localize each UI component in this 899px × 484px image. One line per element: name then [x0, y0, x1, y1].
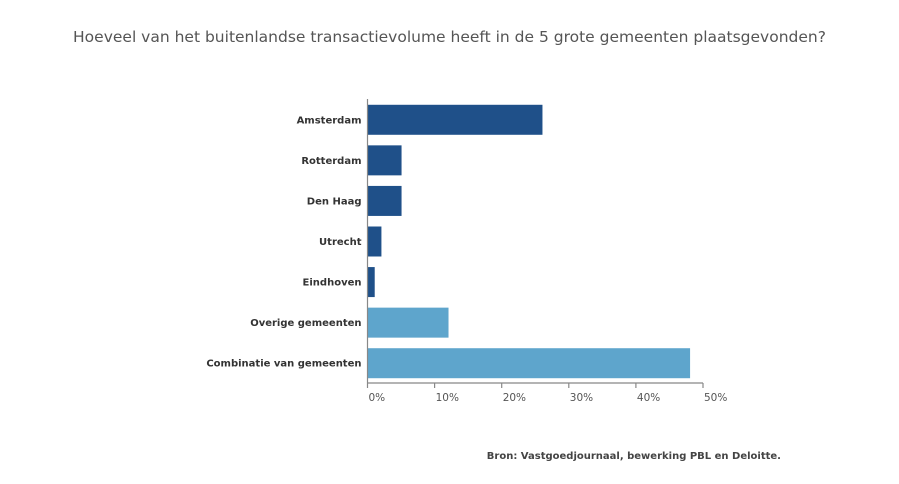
bar: [368, 145, 402, 176]
bar: [368, 348, 691, 379]
x-tick-label: 0%: [369, 392, 386, 404]
category-label: Overige gemeenten: [250, 318, 361, 329]
category-label: Rotterdam: [301, 156, 361, 167]
bar: [368, 226, 382, 257]
category-label: Amsterdam: [297, 115, 362, 126]
x-tick-label: 10%: [436, 392, 459, 404]
bar: [368, 185, 402, 216]
category-label: Den Haag: [307, 196, 362, 207]
x-tick-label: 20%: [503, 392, 526, 404]
category-label: Eindhoven: [303, 278, 362, 289]
category-label: Combinatie van gemeenten: [206, 359, 361, 370]
source-note: Bron: Vastgoedjournaal, bewerking PBL en…: [486, 451, 781, 462]
category-label: Utrecht: [319, 237, 362, 248]
x-tick-label: 30%: [570, 392, 593, 404]
chart-title: Hoeveel van het buitenlandse transactiev…: [73, 28, 826, 46]
x-tick-label: 40%: [637, 392, 660, 404]
x-tick-label: 50%: [704, 392, 727, 404]
bar: [368, 307, 449, 338]
bar: [368, 267, 375, 298]
bar: [368, 104, 543, 135]
